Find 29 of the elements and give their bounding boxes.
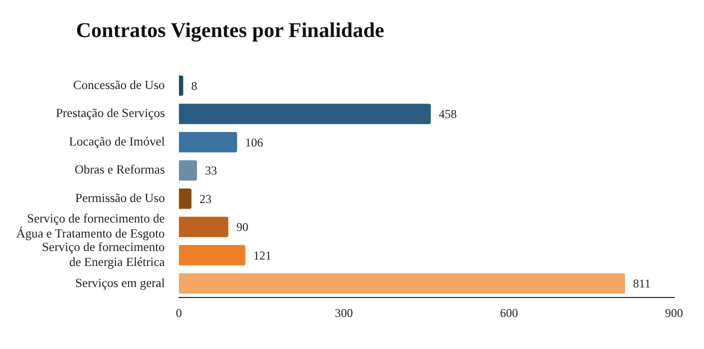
- y-tick-label: Permissão de Uso: [75, 190, 165, 205]
- y-tick-label: Locação de Imóvel: [69, 134, 166, 148]
- bar: [178, 245, 246, 266]
- data-label: 8: [191, 78, 198, 93]
- y-tick-label: Obras e Reformas: [74, 162, 165, 177]
- bar: [178, 132, 238, 152]
- data-label: 458: [438, 107, 457, 122]
- data-label: 33: [204, 164, 217, 178]
- data-label: 23: [199, 192, 212, 206]
- chart-title: Contratos Vigentes por Finalidade: [76, 18, 384, 43]
- data-label: 90: [236, 220, 248, 234]
- y-tick-label: Prestação de Serviços: [56, 106, 165, 120]
- y-tick-label: Concessão de Uso: [73, 78, 165, 92]
- bar: [178, 188, 192, 209]
- y-tick-label: Serviço de fornecimento de Água e Tratamento de Esgoto: [16, 212, 166, 241]
- x-tick-label: 600: [500, 306, 518, 320]
- bar: [178, 104, 431, 124]
- bar: [178, 160, 197, 181]
- y-tick-label: Serviço de fornecimento de Energia Elétrica: [42, 240, 166, 269]
- data-label: 121: [253, 248, 272, 262]
- data-label: 106: [245, 135, 264, 150]
- x-tick-label: 300: [334, 306, 353, 320]
- bar: [178, 75, 184, 96]
- bar: [178, 216, 228, 238]
- x-tick-label: 0: [176, 306, 182, 320]
- y-tick-label: Serviços em geral: [75, 276, 166, 290]
- bar: [178, 273, 626, 294]
- x-tick-label: 900: [665, 306, 683, 320]
- data-label: 811: [633, 276, 651, 291]
